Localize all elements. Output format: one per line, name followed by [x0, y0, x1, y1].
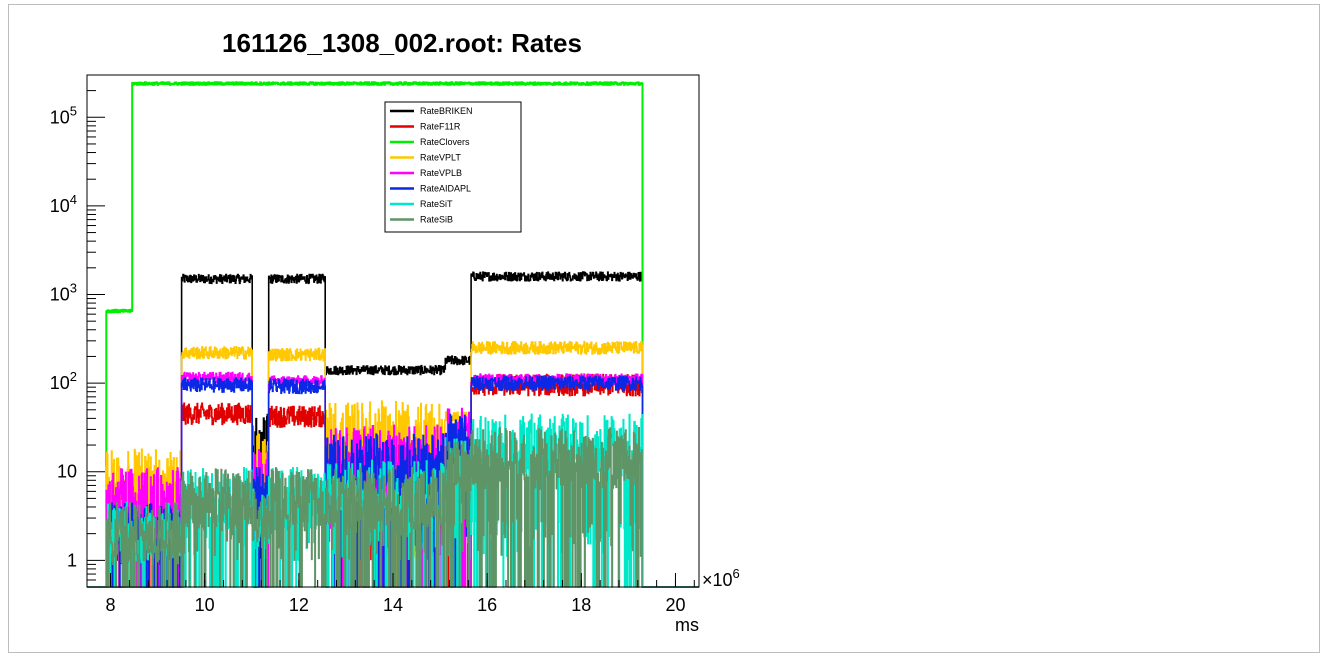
legend: RateBRIKEN RateF11R RateClovers RateVPLT Rat…: [384, 101, 522, 233]
x-tick-label: 12: [289, 595, 309, 615]
legend-label: RateClovers: [420, 137, 470, 147]
legend-label: RateSiB: [420, 215, 453, 225]
series-line: [87, 427, 699, 588]
legend-label: RateSiT: [420, 199, 453, 209]
x-tick-label: 18: [571, 595, 591, 615]
legend-box: [384, 101, 522, 233]
y-tick-label: 1: [67, 550, 77, 570]
x-multiplier: ×106: [702, 566, 740, 590]
x-tick-label: 10: [195, 595, 215, 615]
y-tick-label: 105: [50, 103, 77, 127]
chart-title: 161126_1308_002.root: Rates: [222, 28, 582, 58]
legend-label: RateVPLT: [420, 153, 461, 163]
x-tick-label: 8: [106, 595, 116, 615]
y-tick-label: 104: [50, 192, 77, 216]
y-tick-label: 103: [50, 280, 77, 304]
x-tick-label: 16: [477, 595, 497, 615]
legend-label: RateAIDAPL: [420, 184, 471, 194]
y-tick-label: 102: [50, 369, 77, 393]
x-axis-label: ms: [675, 615, 699, 635]
legend-label: RateVPLB: [420, 168, 462, 178]
legend-label: RateF11R: [420, 122, 461, 132]
series-layer: [87, 81, 699, 588]
y-tick-label: 10: [57, 462, 77, 482]
legend-label: RateBRIKEN: [420, 106, 473, 116]
axes-layer: 8 10 12 14 16 18 20 1 10 102 103 104 105: [50, 74, 700, 615]
x-tick-label: 20: [665, 595, 685, 615]
legend-items: RateBRIKEN RateF11R RateClovers RateVPLT Rat…: [390, 106, 473, 225]
x-tick-label: 14: [383, 595, 403, 615]
series-line: [87, 271, 699, 588]
series-line: [87, 340, 699, 588]
series-line: [87, 81, 699, 588]
